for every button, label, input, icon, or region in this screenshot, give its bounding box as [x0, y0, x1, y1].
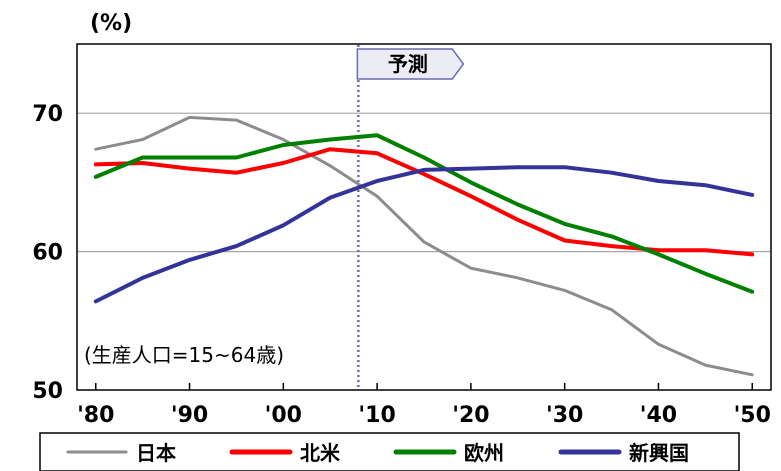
series-line-3	[93, 165, 755, 304]
x-axis-labels: '80 '90 '00 '10 '20 '30 '40 '50	[77, 403, 771, 428]
y-tick-label-60: 60	[32, 241, 63, 266]
forecast-label: 予測	[388, 52, 428, 76]
y-tick-label-50: 50	[32, 379, 63, 404]
series-lines	[93, 115, 755, 377]
plot-area: 予測	[76, 43, 772, 391]
x-tick-label-2040: '40	[640, 403, 677, 428]
x-tick-label-2010: '10	[358, 403, 395, 428]
y-axis-labels: 50 60 70	[32, 102, 63, 404]
legend-label-0: 日本	[136, 441, 176, 465]
x-tick-label-2030: '30	[546, 403, 583, 428]
legend-box	[39, 432, 740, 471]
forecast-badge	[356, 48, 465, 80]
series-line-1	[93, 147, 755, 257]
x-tick-label-2020: '20	[452, 403, 489, 428]
plot-frame	[76, 43, 772, 391]
y-unit-label: (%)	[90, 11, 132, 36]
x-tick-label-2000: '00	[265, 403, 302, 428]
x-tick-marks	[95, 383, 753, 390]
legend-label-1: 北米	[300, 441, 341, 465]
population-note: (生産人口=15~64歳)	[84, 343, 284, 367]
legend-label-3: 新興国	[629, 441, 689, 465]
series-line-2	[93, 133, 755, 294]
x-tick-label-2050: '50	[734, 403, 771, 428]
series-line-0	[94, 115, 754, 377]
y-tick-label-70: 70	[32, 102, 63, 127]
x-tick-label-1980: '80	[77, 403, 114, 428]
legend-label-2: 欧州	[464, 441, 504, 465]
x-tick-label-1990: '90	[171, 403, 208, 428]
legend: 日本 北米 欧州 新興国	[39, 432, 740, 471]
forecast-marker: 予測	[356, 45, 465, 390]
